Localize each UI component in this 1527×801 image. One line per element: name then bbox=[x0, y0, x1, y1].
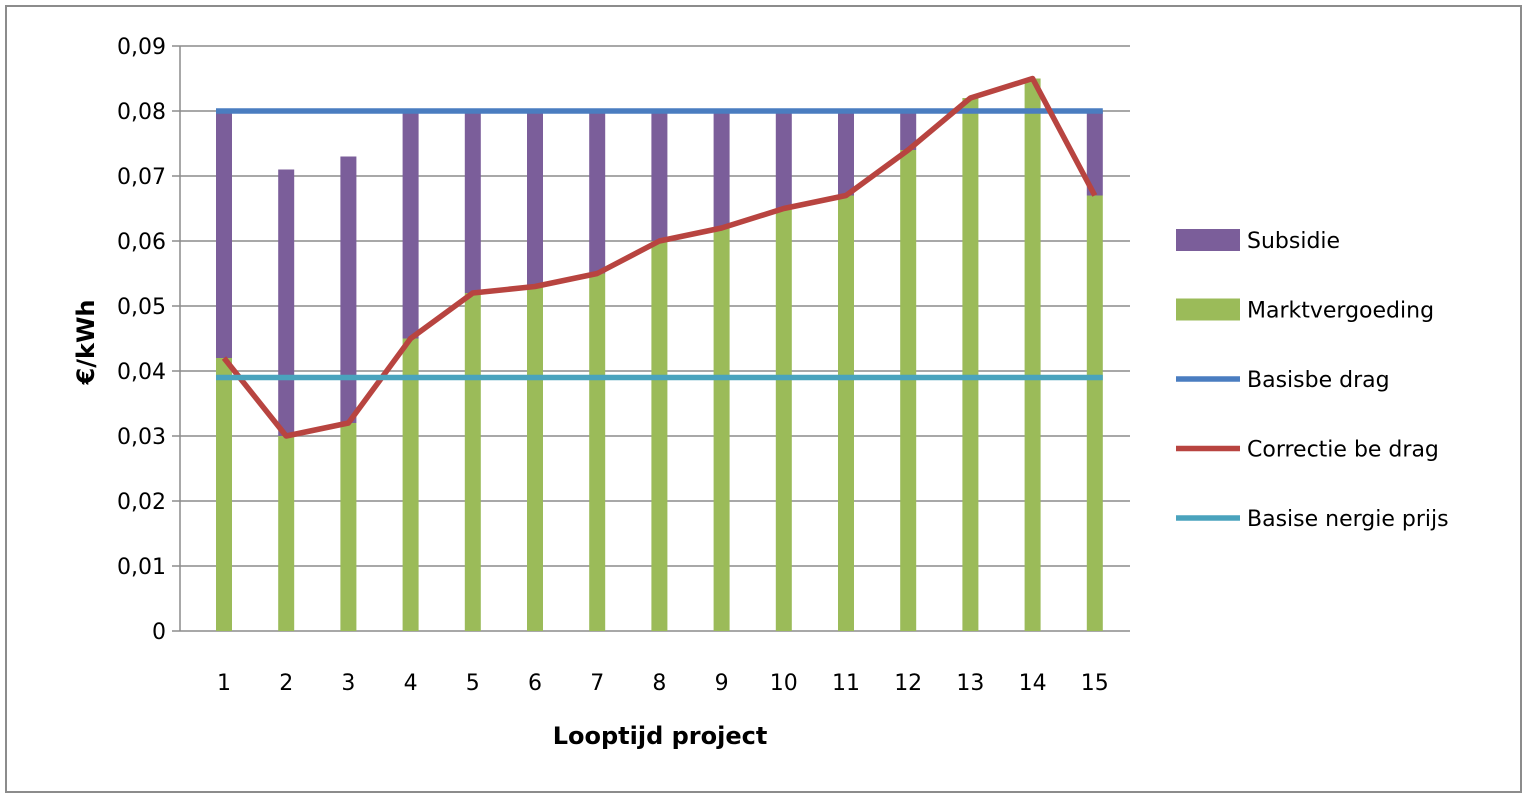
x-tick-label: 7 bbox=[590, 671, 604, 696]
bar-subsidie-12 bbox=[900, 111, 917, 150]
legend-label-marktvergoeding: Marktvergoeding bbox=[1247, 299, 1434, 324]
legend: Subsidie Marktvergoeding Basisbe drag Corre… bbox=[1176, 229, 1449, 532]
x-tick-label: 10 bbox=[770, 671, 798, 696]
bar-subsidie-2 bbox=[278, 169, 295, 436]
y-tick-label: 0,05 bbox=[117, 295, 166, 320]
bar-subsidie-4 bbox=[402, 111, 419, 339]
bar-marktvergoeding-6 bbox=[527, 286, 543, 631]
x-tick-label: 1 bbox=[217, 671, 231, 696]
x-tick-label: 6 bbox=[528, 671, 542, 696]
bar-subsidie-6 bbox=[527, 111, 543, 287]
y-tick-label: 0 bbox=[152, 620, 166, 645]
legend-label-subsidie: Subsidie bbox=[1247, 229, 1340, 254]
x-tick-label: 3 bbox=[341, 671, 355, 696]
axes bbox=[172, 45, 181, 632]
bar-marktvergoeding-15 bbox=[1086, 195, 1103, 631]
x-tick-label: 12 bbox=[894, 671, 922, 696]
legend-swatch-marktvergoeding bbox=[1176, 298, 1240, 321]
y-tick-labels: 0 0,01 0,02 0,03 0,04 0,05 0,06 0,07 0,08 0,09 bbox=[117, 35, 166, 645]
bar-marktvergoeding-12 bbox=[900, 150, 917, 631]
legend-swatch-subsidie bbox=[1176, 229, 1240, 251]
y-tick-label: 0,01 bbox=[117, 555, 166, 580]
bar-subsidie-8 bbox=[651, 111, 668, 241]
bar-marktvergoeding-9 bbox=[713, 228, 730, 631]
bar-marktvergoeding-7 bbox=[589, 273, 606, 631]
bar-marktvergoeding-10 bbox=[775, 208, 792, 631]
x-tick-label: 5 bbox=[466, 671, 480, 696]
x-tick-labels: 1 2 3 4 5 6 7 8 9 10 11 12 13 14 15 bbox=[217, 671, 1109, 696]
x-tick-label: 13 bbox=[956, 671, 984, 696]
bar-marktvergoeding-1 bbox=[216, 358, 232, 631]
y-tick-label: 0,08 bbox=[117, 100, 166, 125]
y-tick-label: 0,06 bbox=[117, 230, 166, 255]
y-tick-label: 0,04 bbox=[117, 360, 166, 385]
y-tick-label: 0,07 bbox=[117, 165, 166, 190]
y-axis-title: €/kWh bbox=[72, 300, 100, 386]
x-tick-label: 4 bbox=[404, 671, 418, 696]
legend-label-basisbedrag: Basisbe drag bbox=[1247, 368, 1390, 393]
x-tick-label: 11 bbox=[832, 671, 860, 696]
y-tick-label: 0,09 bbox=[117, 35, 166, 60]
y-tick-label: 0,02 bbox=[117, 490, 166, 515]
x-tick-label: 8 bbox=[652, 671, 666, 696]
series-lines bbox=[216, 75, 1103, 439]
bar-marktvergoeding-14 bbox=[1024, 78, 1041, 631]
bar-marktvergoeding-8 bbox=[651, 241, 668, 631]
bar-subsidie-5 bbox=[464, 111, 481, 293]
x-tick-label: 14 bbox=[1019, 671, 1047, 696]
x-axis-title: Looptijd project bbox=[553, 722, 768, 750]
bar-subsidie-10 bbox=[775, 111, 792, 209]
legend-label-basisenergieprijs: Basise nergie prijs bbox=[1247, 507, 1449, 532]
bars bbox=[216, 78, 1103, 631]
bar-marktvergoeding-3 bbox=[340, 423, 357, 631]
line-correctiebedrag bbox=[221, 75, 1098, 439]
bar-marktvergoeding-11 bbox=[838, 195, 854, 631]
bar-subsidie-15 bbox=[1086, 111, 1103, 196]
x-tick-label: 9 bbox=[715, 671, 729, 696]
bar-subsidie-9 bbox=[713, 111, 730, 228]
x-tick-label: 15 bbox=[1081, 671, 1109, 696]
bar-subsidie-7 bbox=[589, 111, 606, 274]
bar-marktvergoeding-13 bbox=[962, 98, 979, 631]
legend-label-correctiebedrag: Correctie be drag bbox=[1247, 438, 1439, 463]
bar-subsidie-11 bbox=[838, 111, 854, 196]
y-tick-label: 0,03 bbox=[117, 425, 166, 450]
x-tick-label: 2 bbox=[279, 671, 293, 696]
bar-subsidie-1 bbox=[216, 111, 232, 358]
bar-marktvergoeding-2 bbox=[278, 436, 295, 631]
bar-marktvergoeding-4 bbox=[402, 338, 419, 631]
chart-border bbox=[5, 5, 1522, 793]
bar-subsidie-3 bbox=[340, 156, 357, 423]
bar-marktvergoeding-5 bbox=[464, 293, 481, 631]
